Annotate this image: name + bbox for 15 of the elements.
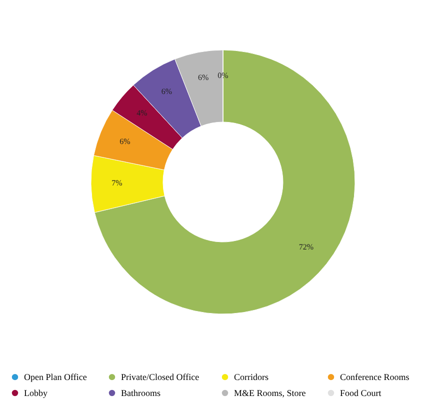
data-label: 72%	[298, 242, 314, 252]
legend-label: M&E Rooms, Store	[234, 388, 306, 398]
data-label: 6%	[161, 87, 172, 96]
legend-label: Lobby	[24, 388, 48, 398]
data-label: 4%	[136, 108, 148, 118]
donut-slice	[94, 50, 356, 314]
legend-label: Private/Closed Office	[121, 372, 200, 382]
legend-label: Bathrooms	[121, 388, 161, 398]
legend-label: Conference Rooms	[340, 372, 410, 382]
data-label: 7%	[112, 178, 123, 188]
legend-label: Corridors	[234, 372, 269, 382]
legend-label: Open Plan Office	[24, 372, 87, 382]
data-label: 6%	[198, 72, 209, 82]
legend-label: Food Court	[340, 388, 382, 398]
data-label: 6%	[120, 136, 131, 146]
